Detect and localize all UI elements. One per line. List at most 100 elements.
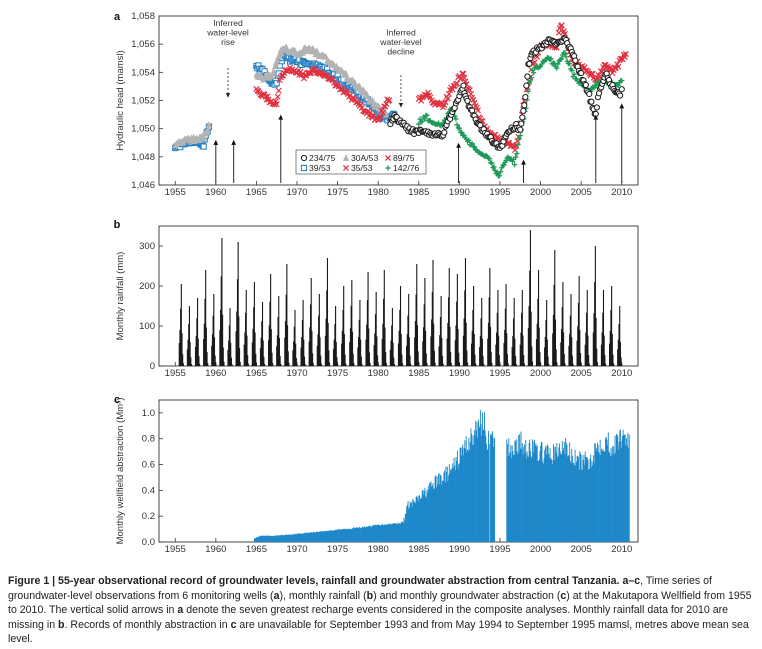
abstraction-bar [604, 451, 606, 542]
abstraction-bar [469, 450, 471, 542]
abstraction-bar [626, 445, 628, 542]
rainfall-bar [473, 334, 475, 366]
abstraction-bar [520, 431, 522, 542]
abstraction-bar [341, 529, 343, 542]
rainfall-bar [238, 348, 241, 366]
abstraction-bar [590, 467, 592, 542]
rainfall-bar [464, 290, 466, 366]
abstraction-bar [580, 469, 582, 542]
abstraction-bar [569, 442, 571, 542]
abstraction-bar [408, 507, 410, 542]
marker-142-76 [489, 160, 495, 166]
rainfall-bar [245, 290, 247, 366]
rainfall-bar [190, 357, 192, 366]
abstraction-bar [310, 532, 312, 542]
abstraction-bar [444, 470, 445, 542]
rainfall-bar [470, 343, 473, 366]
abstraction-bar [576, 456, 578, 542]
abstraction-bar [512, 451, 514, 542]
rainfall-bar [385, 352, 387, 366]
rainfall-bar [344, 354, 346, 366]
abstraction-bar [563, 442, 565, 542]
abstraction-bars [253, 410, 630, 542]
rainfall-bar [368, 328, 370, 366]
rainfall-bar [376, 336, 378, 366]
marker-89-75 [611, 65, 618, 72]
rainfall-bar [521, 290, 523, 366]
abstraction-bar [323, 531, 325, 542]
marker-234-75 [517, 126, 524, 133]
marker-89-75 [588, 70, 595, 77]
abstraction-bar [535, 443, 537, 542]
abstraction-bar [261, 535, 263, 542]
abstraction-bar [260, 535, 262, 542]
abstraction-bar [536, 446, 538, 542]
rainfall-bar [343, 286, 345, 366]
abstraction-bar [456, 450, 458, 542]
rainfall-bar [255, 363, 258, 366]
rainfall-bar [337, 364, 339, 366]
abstraction-bar [597, 442, 598, 542]
rainfall-bar [447, 322, 449, 366]
y-tick-label-a: 1,058 [131, 11, 155, 22]
abstraction-bar [295, 534, 297, 542]
abstraction-bar [580, 453, 581, 542]
abstraction-bar [289, 534, 291, 542]
marker-142-76 [619, 78, 625, 84]
marker-142-76 [563, 54, 569, 60]
abstraction-bar [398, 523, 400, 542]
abstraction-bar [276, 535, 278, 542]
rainfall-bar [482, 356, 484, 366]
abstraction-bar [438, 484, 440, 542]
rainfall-bar [359, 300, 361, 366]
abstraction-bar [425, 497, 427, 542]
abstraction-bar [572, 463, 574, 542]
abstraction-bar [354, 527, 356, 542]
abstraction-bar [379, 525, 381, 542]
marker-142-76 [558, 56, 565, 62]
rainfall-bar [295, 343, 297, 366]
rainfall-bar [544, 347, 546, 366]
rainfall-bar [489, 268, 491, 366]
rainfall-bar [369, 362, 371, 366]
abstraction-bar [592, 465, 594, 542]
rainfall-bar [366, 300, 368, 366]
abstraction-bar [473, 430, 475, 542]
rainfall-bar [236, 311, 238, 366]
rainfall-bar [439, 335, 441, 366]
rainfall-bar [186, 349, 188, 366]
abstraction-bar [340, 529, 342, 542]
rainfall-bar [480, 318, 482, 366]
rainfall-bar [535, 339, 538, 366]
figure-caption: Figure 1 | 55-year observational record … [8, 574, 756, 647]
abstraction-bar [568, 456, 570, 542]
abstraction-bar [264, 535, 266, 542]
abstraction-bar [444, 482, 446, 542]
abstraction-bar [575, 464, 577, 542]
abstraction-bar [416, 495, 418, 542]
legend-marker [300, 154, 308, 162]
abstraction-bar [617, 449, 619, 542]
abstraction-bar [387, 523, 389, 542]
abstraction-bar [354, 527, 356, 542]
rainfall-bar [302, 300, 304, 366]
abstraction-bar [610, 448, 612, 542]
abstraction-bar [448, 475, 450, 542]
x-tick-label-c: 2000 [530, 544, 551, 555]
abstraction-bar [309, 532, 311, 542]
rainfall-bar [555, 349, 557, 366]
abstraction-bar [322, 531, 324, 542]
abstraction-bar [596, 447, 598, 542]
marker-234-75 [618, 86, 625, 93]
rainfall-bar [213, 337, 216, 366]
abstraction-bar [548, 453, 550, 542]
abstraction-bar [539, 451, 541, 542]
marker-142-76 [615, 82, 621, 88]
abstraction-bar [360, 528, 362, 542]
rainfall-bar [434, 362, 436, 366]
rainfall-bar [255, 353, 257, 366]
x-tick-label-b: 1975 [327, 368, 348, 379]
rainfall-bar [222, 347, 224, 366]
abstraction-bar [389, 524, 391, 542]
abstraction-bar [522, 454, 524, 542]
